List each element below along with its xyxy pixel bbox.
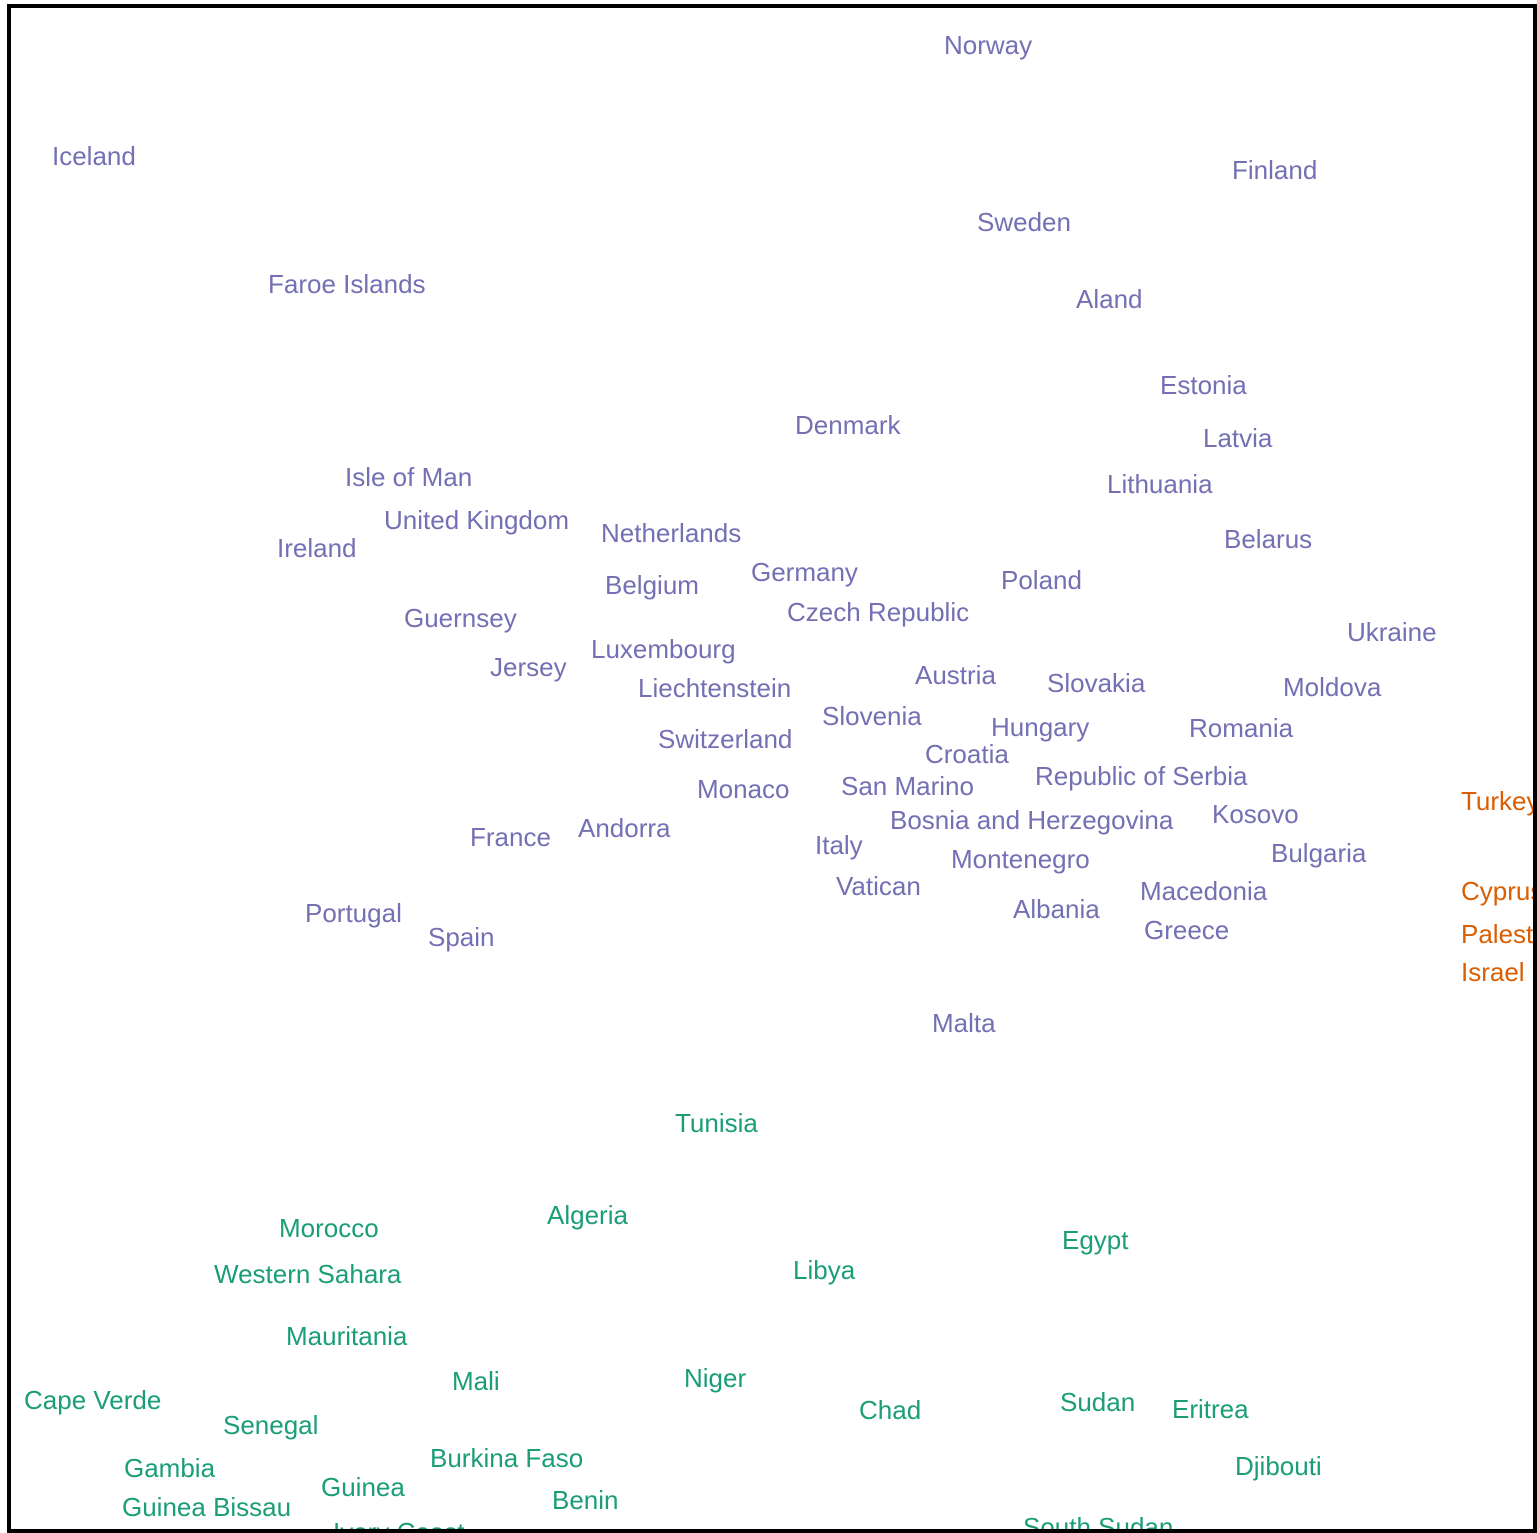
country-label-belarus: Belarus <box>1224 524 1313 554</box>
country-label-luxembourg: Luxembourg <box>591 634 736 664</box>
country-label-cyprus: Cyprus <box>1461 876 1537 906</box>
country-label-senegal: Senegal <box>223 1410 319 1440</box>
country-label-mauritania: Mauritania <box>286 1321 408 1351</box>
country-label-chad: Chad <box>859 1395 922 1425</box>
map-frame: Norway Iceland Finland Sweden Faroe Islands A… <box>7 4 1537 1533</box>
country-label-benin: Benin <box>552 1485 619 1515</box>
country-label-morocco: Morocco <box>279 1213 379 1243</box>
country-label-libya: Libya <box>793 1255 856 1285</box>
country-label-south-sudan: South Sudan <box>1023 1512 1174 1533</box>
country-label-palestine: Palestine <box>1461 919 1534 949</box>
country-label-liechtenstein: Liechtenstein <box>638 673 792 703</box>
country-label-austria: Austria <box>915 660 996 690</box>
country-label-iceland: Iceland <box>52 141 136 171</box>
country-label-jersey: Jersey <box>490 652 567 682</box>
country-label-spain: Spain <box>428 922 495 952</box>
country-label-montenegro: Montenegro <box>951 844 1090 874</box>
country-label-italy: Italy <box>815 830 863 860</box>
country-label-germany: Germany <box>751 557 858 587</box>
country-label-guinea: Guinea <box>321 1472 405 1502</box>
country-label-portugal: Portugal <box>305 898 402 928</box>
country-label-cape-verde: Cape Verde <box>24 1385 162 1415</box>
country-label-netherlands: Netherlands <box>601 518 742 548</box>
country-label-guinea-bissau: Guinea Bissau <box>122 1492 292 1522</box>
country-label-san-marino: San Marino <box>841 771 974 801</box>
country-label-andorra: Andorra <box>578 813 671 843</box>
country-label-tunisia: Tunisia <box>675 1108 758 1138</box>
country-label-western-sahara: Western Sahara <box>214 1259 402 1289</box>
country-label-djibouti: Djibouti <box>1235 1451 1322 1481</box>
country-label-ukraine: Ukraine <box>1347 617 1437 647</box>
country-label-ireland: Ireland <box>277 533 357 563</box>
country-label-poland: Poland <box>1001 565 1082 595</box>
country-label-monaco: Monaco <box>697 774 790 804</box>
country-label-czech-republic: Czech Republic <box>787 597 970 627</box>
country-label-united-kingdom: United Kingdom <box>384 505 569 535</box>
country-label-mali: Mali <box>452 1366 500 1396</box>
country-label-bosnia-and-herzegovina: Bosnia and Herzegovina <box>890 805 1174 835</box>
country-label-republic-of-serbia: Republic of Serbia <box>1035 761 1248 791</box>
country-label-latvia: Latvia <box>1203 423 1273 453</box>
country-label-slovenia: Slovenia <box>822 701 922 731</box>
country-label-vatican: Vatican <box>836 871 921 901</box>
country-label-france: France <box>470 822 551 852</box>
country-label-moldova: Moldova <box>1283 672 1382 702</box>
country-label-gambia: Gambia <box>124 1453 216 1483</box>
country-label-kosovo: Kosovo <box>1212 799 1299 829</box>
country-label-burkina-faso: Burkina Faso <box>430 1443 584 1473</box>
country-label-eritrea: Eritrea <box>1172 1394 1249 1424</box>
country-label-israel: Israel <box>1461 957 1525 987</box>
country-label-estonia: Estonia <box>1160 370 1247 400</box>
country-label-guernsey: Guernsey <box>404 603 517 633</box>
country-label-croatia: Croatia <box>925 739 1009 769</box>
country-label-norway: Norway <box>944 30 1033 60</box>
country-label-macedonia: Macedonia <box>1140 876 1268 906</box>
country-label-romania: Romania <box>1189 713 1294 743</box>
country-label-niger: Niger <box>684 1363 747 1393</box>
country-label-lithuania: Lithuania <box>1107 469 1213 499</box>
country-label-belgium: Belgium <box>605 570 699 600</box>
country-label-turkey: Turkey <box>1461 786 1537 816</box>
country-label-aland: Aland <box>1076 284 1143 314</box>
country-label-algeria: Algeria <box>547 1200 628 1230</box>
country-label-sudan: Sudan <box>1060 1387 1136 1417</box>
country-label-greece: Greece <box>1144 915 1230 945</box>
country-label-malta: Malta <box>932 1008 996 1038</box>
country-label-egypt: Egypt <box>1062 1225 1129 1255</box>
country-label-switzerland: Switzerland <box>658 724 793 754</box>
country-label-isle-of-man: Isle of Man <box>345 462 473 492</box>
country-label-denmark: Denmark <box>795 410 901 440</box>
country-label-ivory-coast: Ivory Coast <box>333 1517 465 1533</box>
country-label-sweden: Sweden <box>977 207 1071 237</box>
country-label-bulgaria: Bulgaria <box>1271 838 1367 868</box>
country-label-albania: Albania <box>1013 894 1100 924</box>
country-label-slovakia: Slovakia <box>1047 668 1146 698</box>
country-label-faroe-islands: Faroe Islands <box>268 269 426 299</box>
country-label-finland: Finland <box>1232 155 1318 185</box>
country-label-hungary: Hungary <box>991 712 1090 742</box>
